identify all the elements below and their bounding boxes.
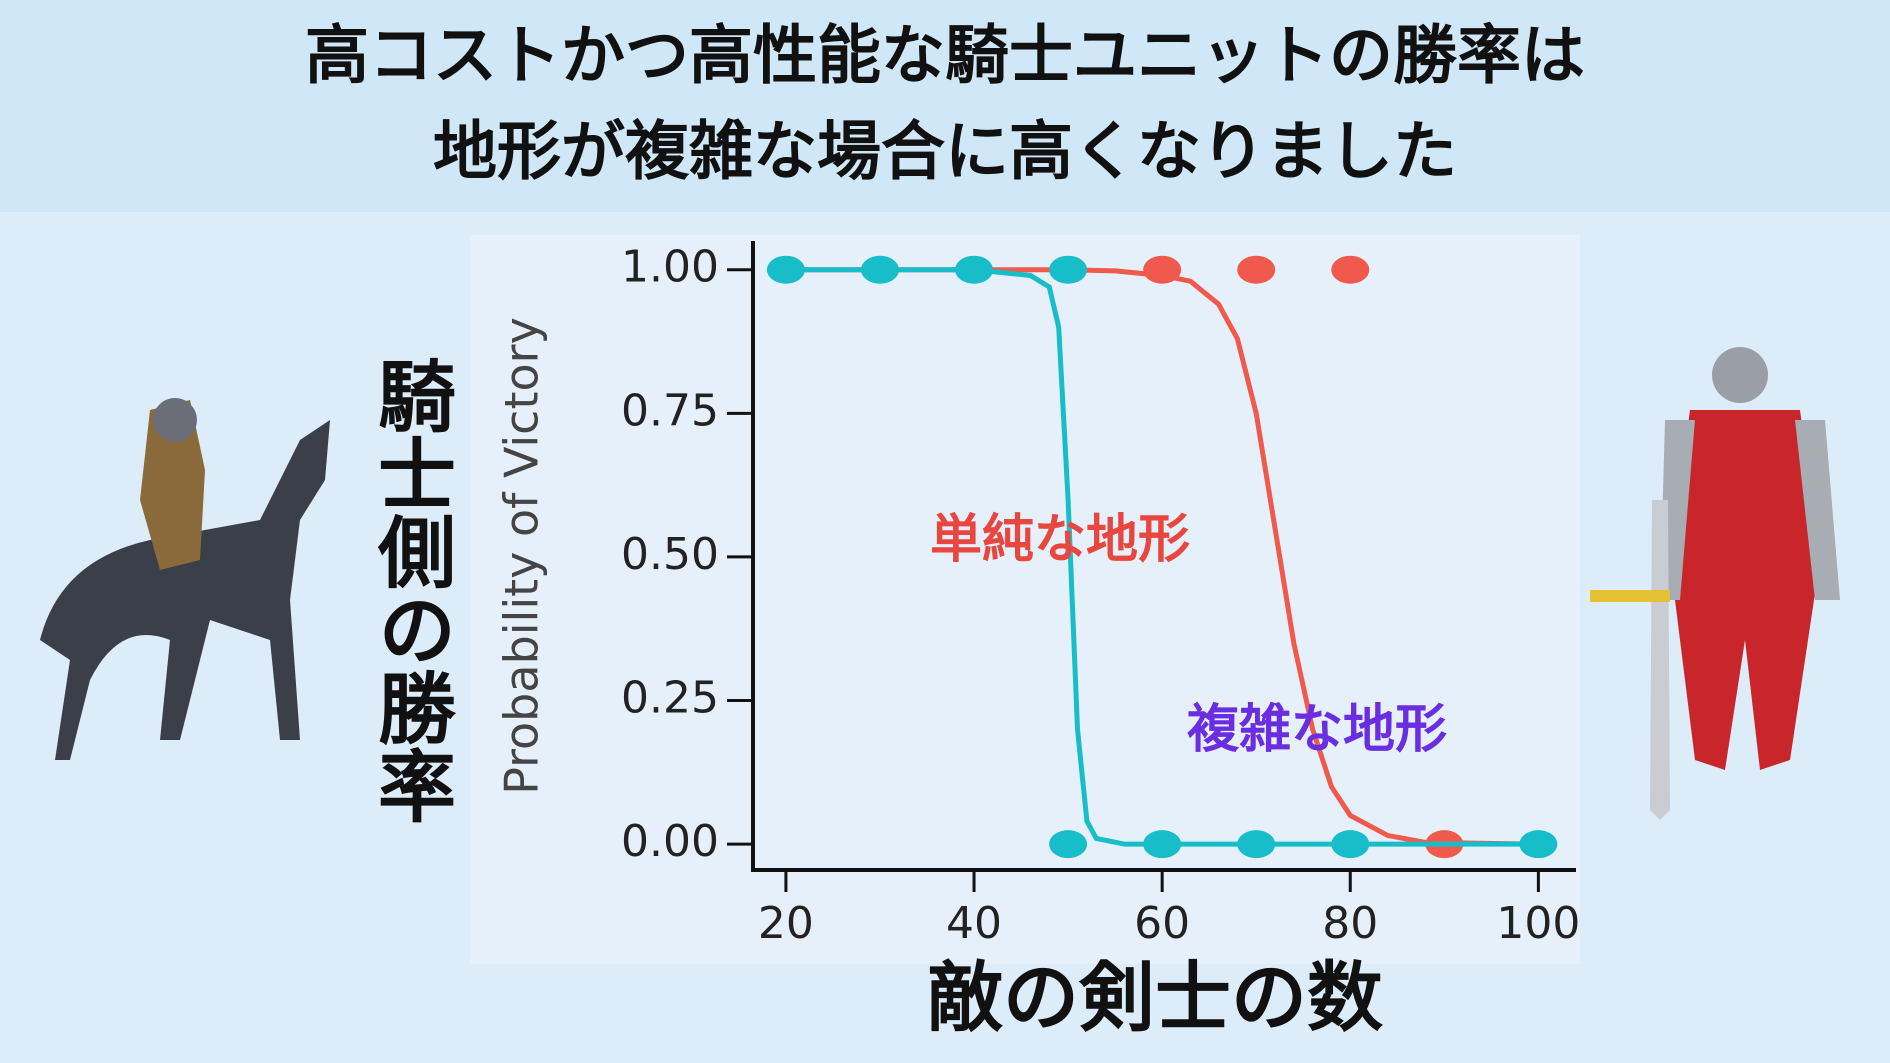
title-band xyxy=(0,0,1890,212)
title-line: 高コストかつ高性能な騎士ユニットの勝率は xyxy=(305,20,1585,94)
point xyxy=(1143,255,1182,284)
y-tick-label: 0.25 xyxy=(621,673,719,724)
y-tick-label: 0.00 xyxy=(621,816,719,867)
point xyxy=(955,255,994,284)
y-tick-label: 0.50 xyxy=(621,529,719,580)
series-label: 単純な地形 xyxy=(930,510,1190,570)
knight-rider-icon xyxy=(40,398,330,760)
knight-standing-icon xyxy=(1590,347,1840,820)
x-tick-label: 80 xyxy=(1322,898,1378,949)
point xyxy=(1049,255,1088,284)
x-tick-label: 100 xyxy=(1496,898,1580,949)
side-label: 騎士側の勝率 xyxy=(365,356,457,824)
title-line: 地形が複雑な場合に高くなりました xyxy=(433,116,1457,190)
fit-line xyxy=(785,267,1539,847)
y-tick-label: 1.00 xyxy=(621,242,719,293)
point xyxy=(1519,830,1558,859)
point xyxy=(860,255,899,284)
fit-line xyxy=(785,267,1539,847)
x-tick-label: 20 xyxy=(758,898,814,949)
point xyxy=(1237,830,1276,859)
x-tick-label: 60 xyxy=(1134,898,1190,949)
series-label: 複雑な地形 xyxy=(1187,700,1447,760)
point xyxy=(766,255,805,284)
point xyxy=(1331,830,1370,859)
point xyxy=(1331,255,1370,284)
y-tick-label: 0.75 xyxy=(621,385,719,436)
y-axis-title: Probability of Victory xyxy=(495,317,549,795)
point xyxy=(1237,255,1276,284)
x-tick-label: 40 xyxy=(946,898,1002,949)
point xyxy=(1143,830,1182,859)
point xyxy=(1049,830,1088,859)
x-axis-title: 敵の剣士の数 xyxy=(927,953,1383,1042)
